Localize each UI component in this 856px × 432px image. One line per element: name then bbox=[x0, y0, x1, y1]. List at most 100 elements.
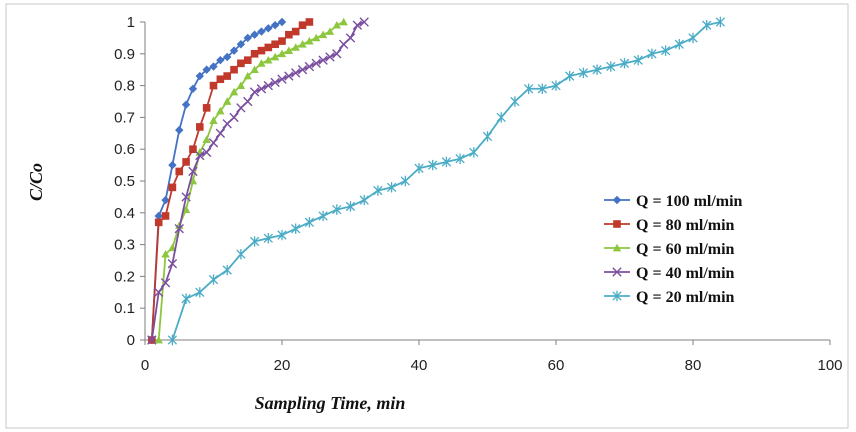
data-point-star bbox=[318, 210, 328, 222]
y-tick-label: 0.7 bbox=[114, 109, 135, 126]
data-point-star bbox=[633, 54, 643, 66]
data-point-triangle bbox=[291, 43, 300, 51]
data-point-triangle bbox=[223, 97, 232, 105]
data-point-star bbox=[236, 248, 246, 260]
data-point-square bbox=[613, 220, 621, 228]
data-point-x bbox=[263, 80, 273, 91]
data-point-diamond bbox=[202, 65, 211, 74]
data-point-square bbox=[196, 123, 204, 131]
data-point-x bbox=[208, 138, 219, 148]
data-point-square bbox=[250, 50, 259, 58]
data-point-diamond bbox=[209, 62, 218, 71]
chart-frame bbox=[5, 3, 849, 429]
data-point-diamond bbox=[264, 24, 273, 33]
data-point-x bbox=[188, 166, 198, 177]
data-point-star bbox=[441, 156, 452, 168]
data-point-star bbox=[578, 67, 589, 79]
data-point-x bbox=[160, 278, 171, 288]
data-point-star bbox=[332, 204, 342, 215]
data-point-star bbox=[647, 48, 657, 59]
data-point-square bbox=[202, 104, 211, 112]
data-point-star bbox=[222, 264, 232, 276]
data-point-star bbox=[386, 182, 397, 193]
data-point-diamond bbox=[168, 160, 177, 170]
data-point-star bbox=[208, 274, 219, 285]
data-point-x bbox=[243, 96, 253, 107]
data-point-star bbox=[612, 290, 622, 302]
x-tick-label: 0 bbox=[141, 357, 149, 374]
data-point-square bbox=[264, 43, 273, 52]
data-point-star bbox=[510, 96, 520, 107]
data-point-star bbox=[660, 45, 671, 56]
data-point-x bbox=[249, 87, 260, 97]
data-point-diamond bbox=[181, 100, 191, 109]
data-point-diamond bbox=[175, 125, 184, 135]
data-point-square bbox=[291, 27, 300, 36]
data-point-x bbox=[284, 71, 294, 81]
data-point-diamond bbox=[229, 46, 239, 55]
legend-item: Q = 40 ml/min bbox=[604, 265, 735, 282]
data-point-diamond bbox=[257, 27, 266, 36]
x-tick-label: 100 bbox=[817, 357, 842, 374]
data-point-square bbox=[154, 218, 163, 227]
data-point-star bbox=[304, 217, 315, 228]
data-point-diamond bbox=[216, 55, 225, 65]
data-point-star bbox=[195, 287, 205, 298]
legend-label: Q = 100 ml/min bbox=[636, 193, 743, 210]
data-point-star bbox=[373, 185, 383, 196]
data-point-square bbox=[175, 167, 184, 176]
legend-item: Q = 80 ml/min bbox=[604, 217, 735, 234]
legend-label: Q = 20 ml/min bbox=[636, 289, 735, 306]
data-point-triangle bbox=[257, 59, 266, 67]
data-point-diamond bbox=[188, 84, 198, 93]
data-point-star bbox=[263, 233, 273, 244]
series-group bbox=[167, 16, 726, 346]
data-point-triangle bbox=[181, 205, 191, 213]
series-layer bbox=[147, 16, 726, 346]
data-point-x bbox=[277, 74, 287, 84]
data-point-x bbox=[215, 128, 226, 138]
data-point-triangle bbox=[243, 71, 252, 80]
data-point-triangle bbox=[216, 106, 225, 115]
data-point-star bbox=[537, 83, 547, 94]
data-point-x bbox=[359, 17, 369, 27]
data-point-x bbox=[174, 224, 184, 234]
data-point-square bbox=[285, 30, 293, 39]
series-group bbox=[147, 17, 287, 345]
data-point-triangle bbox=[332, 20, 341, 29]
legend-item: Q = 100 ml/min bbox=[604, 193, 743, 210]
data-point-diamond bbox=[236, 40, 246, 49]
series-group bbox=[147, 17, 369, 345]
y-axis-title: C/Co bbox=[26, 163, 46, 201]
legend-item: Q = 60 ml/min bbox=[604, 241, 735, 258]
data-point-square bbox=[298, 21, 307, 29]
data-point-star bbox=[674, 39, 684, 50]
data-point-star bbox=[715, 16, 726, 28]
legend-label: Q = 60 ml/min bbox=[636, 241, 735, 258]
data-point-square bbox=[237, 59, 245, 68]
axes: 0 0.1 0.2 0.3 0.4 0.5 0.6 0.7 0.8 0.9 1 0 20 40 60 80 10… bbox=[114, 14, 842, 374]
legend-label: Q = 80 ml/min bbox=[636, 217, 735, 234]
data-point-star bbox=[181, 293, 191, 304]
y-tick-label: 0.5 bbox=[114, 173, 135, 190]
data-point-star bbox=[414, 163, 424, 174]
x-tick-label: 80 bbox=[685, 357, 702, 374]
y-tick-label: 0.8 bbox=[114, 78, 135, 95]
data-point-square bbox=[209, 81, 218, 90]
data-point-star bbox=[345, 201, 356, 212]
data-point-triangle bbox=[202, 135, 211, 144]
data-point-triangle bbox=[339, 17, 348, 26]
data-point-star bbox=[496, 112, 506, 123]
data-point-x bbox=[167, 258, 178, 269]
data-point-x bbox=[297, 65, 308, 75]
data-point-triangle bbox=[154, 335, 163, 344]
y-tick-label: 0.9 bbox=[114, 46, 135, 63]
data-point-diamond bbox=[612, 195, 622, 205]
data-point-square bbox=[216, 75, 225, 84]
data-point-diamond bbox=[161, 195, 170, 205]
data-point-triangle bbox=[284, 46, 294, 54]
data-point-x bbox=[325, 52, 335, 62]
data-point-diamond bbox=[154, 211, 163, 221]
data-point-star bbox=[277, 229, 287, 241]
